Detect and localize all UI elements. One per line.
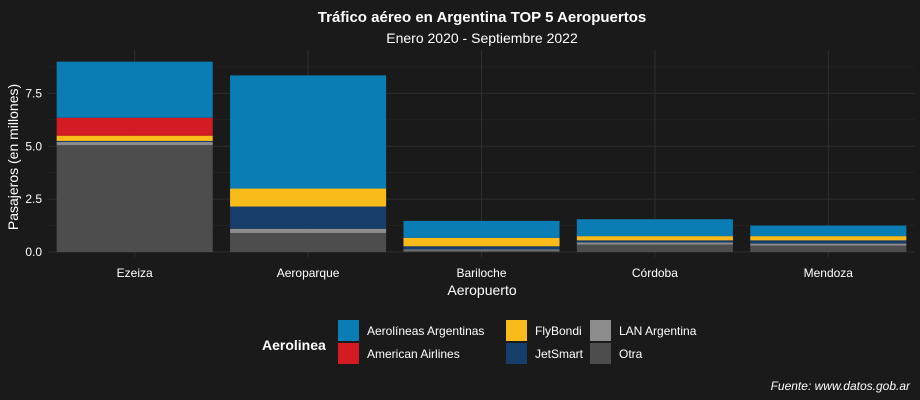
legend-swatch [338, 320, 359, 341]
bar-segment [750, 240, 907, 244]
bar-segment [56, 117, 213, 136]
chart-caption: Fuente: www.datos.gob.ar [771, 379, 911, 393]
y-axis-ticks: 0.0 2.5 5.0 7.5 [25, 86, 42, 259]
bar-segment [56, 145, 213, 252]
legend-swatch [506, 320, 527, 341]
chart-title: Tráfico aéreo en Argentina TOP 5 Aeropue… [318, 9, 646, 26]
y-axis-title: Pasajeros (en millones) [5, 84, 21, 230]
legend-swatch [590, 320, 611, 341]
bar-segment [403, 220, 560, 238]
legend-swatch [590, 343, 611, 364]
bar-segment [576, 240, 733, 243]
bar-segment [403, 250, 560, 252]
bar-segment [230, 232, 387, 252]
y-tick-label: 2.5 [25, 192, 42, 206]
legend-label: FlyBondi [535, 324, 582, 338]
bar-segment [750, 236, 907, 241]
bar-segment [750, 225, 907, 237]
bar-segment [230, 188, 387, 207]
bar-segment [56, 61, 213, 118]
x-tick-label: Ezeiza [117, 266, 153, 280]
legend-label: Aerolíneas Argentinas [367, 324, 484, 338]
legend-label: American Airlines [367, 347, 460, 361]
bar-segment [750, 243, 907, 246]
y-tick-label: 5.0 [25, 139, 42, 153]
x-tick-label: Córdoba [632, 266, 678, 280]
bar-segment [230, 75, 387, 189]
legend-label: JetSmart [535, 347, 584, 361]
bar-segment [750, 245, 907, 252]
chart-subtitle: Enero 2020 - Septiembre 2022 [386, 30, 578, 46]
y-tick-label: 0.0 [25, 245, 42, 259]
bar-segment [230, 228, 387, 233]
y-tick-label: 7.5 [25, 86, 42, 100]
x-tick-label: Aeroparque [277, 266, 340, 280]
bar-segment [56, 140, 213, 143]
bar-segment [230, 206, 387, 229]
legend: Aerolinea Aerolíneas Argentinas American … [262, 320, 697, 364]
bars [56, 61, 907, 252]
x-axis-title: Aeropuerto [447, 282, 516, 298]
x-axis-ticks: Ezeiza Aeroparque Bariloche Córdoba Mendoza [117, 266, 854, 280]
x-tick-label: Mendoza [804, 266, 854, 280]
legend-swatch [506, 343, 527, 364]
bar-segment [403, 249, 560, 251]
legend-label: LAN Argentina [619, 324, 697, 338]
bar-segment [576, 236, 733, 241]
bar-segment [56, 135, 213, 141]
bar-segment [576, 244, 733, 252]
legend-title: Aerolinea [262, 337, 326, 353]
bar-segment [576, 242, 733, 245]
legend-swatch [338, 343, 359, 364]
bar-segment [403, 237, 560, 247]
bar-segment [576, 219, 733, 237]
bar-segment [403, 246, 560, 250]
legend-label: Otra [619, 347, 643, 361]
x-tick-label: Bariloche [456, 266, 506, 280]
bar-segment [56, 142, 213, 146]
